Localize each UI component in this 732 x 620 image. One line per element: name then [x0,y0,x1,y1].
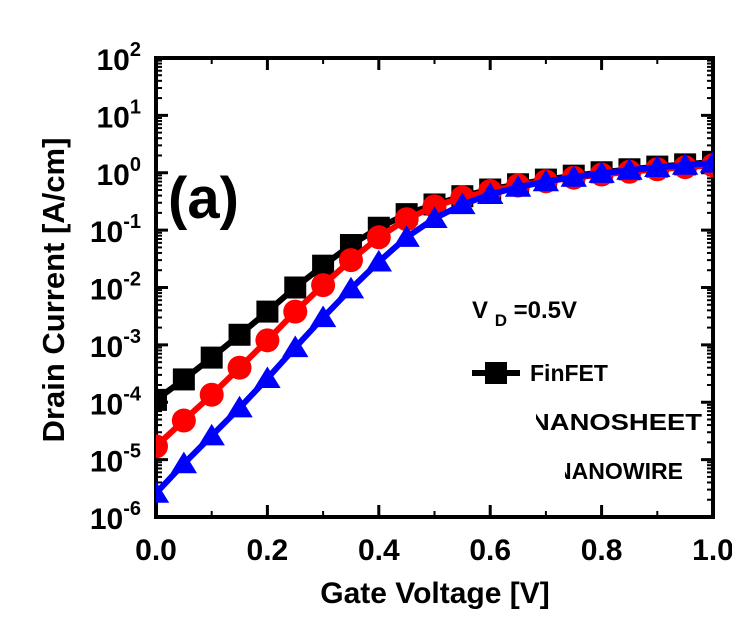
data-point-nanowire [644,155,671,177]
bias-annotation-subscript: D [495,311,507,330]
y-tick-label-exponent: 1 [130,96,141,118]
data-point-finfet [284,276,307,299]
legend-entry-finfet: FinFET [472,360,608,386]
series-layer [156,150,713,503]
y-tick-label-base: 10 [90,503,123,536]
data-point-finfet [312,254,335,277]
x-tick-label: 0.6 [469,534,511,567]
y-axis-ticks [156,56,713,519]
data-point-nanowire [588,161,615,183]
y-tick-label-exponent: -2 [123,269,141,291]
y-tick-label-exponent: -6 [123,498,141,520]
data-point-nanowire [254,366,281,389]
y-tick-label: 10-4 [90,383,142,421]
y-tick-label-exponent: -5 [123,441,141,463]
data-point-nanosheet [338,248,363,273]
data-point-nanosheet [255,328,280,353]
x-axis-tick-labels: 0.0 0.2 0.4 0.6 0.8 1.0 [135,534,732,567]
data-point-nanosheet [311,273,336,298]
data-point-finfet [228,323,251,346]
y-axis-title: Drain Current [A/cm] [36,138,71,443]
data-point-nanowire [671,153,699,175]
data-point-nanosheet [227,355,252,380]
bias-annotation-base: V [472,297,488,324]
plot-frame [154,56,715,519]
data-point-finfet [156,388,167,411]
x-axis-title: Gate Voltage [V] [320,577,549,610]
y-tick-label: 10-2 [90,269,141,307]
data-point-nanowire [198,423,225,446]
data-point-nanowire [156,481,170,503]
x-tick-label: 1.0 [692,534,732,567]
y-tick-label-base: 10 [90,388,123,421]
legend-entry-nanosheet: NANOSHEET [530,409,702,435]
y-tick-label-exponent: -3 [123,326,141,348]
data-point-nanosheet [394,207,419,232]
y-tick-label: 10-6 [90,498,141,536]
data-point-nanosheet [366,225,391,250]
data-point-nanowire [226,395,253,418]
x-tick-label: 0.2 [247,534,289,567]
x-tick-label: 0.0 [135,534,177,567]
y-tick-label-exponent: -1 [123,211,141,233]
data-point-nanosheet [171,408,196,433]
data-point-nanowire [170,451,198,474]
data-point-nanowire [560,165,587,187]
y-tick-label-base: 10 [90,331,123,364]
data-point-nanowire [504,175,532,197]
y-tick-label: 10-1 [90,211,141,249]
y-tick-label-exponent: 2 [130,39,141,61]
data-point-nanowire [309,305,337,328]
data-point-nanosheet [283,299,308,324]
data-point-nanowire [421,206,448,229]
y-tick-label-base: 10 [90,446,123,479]
data-point-finfet [172,368,195,391]
legend-label-nanowire: NANOWIRE [555,458,683,484]
data-point-nanosheet [156,434,168,459]
x-tick-label: 0.8 [581,534,623,567]
bias-annotation-suffix: =0.5V [514,297,577,324]
x-tick-label: 0.4 [358,534,400,567]
y-tick-label: 102 [97,39,142,77]
data-point-nanowire [365,249,392,272]
data-point-finfet [256,300,279,323]
data-point-nanowire [532,169,560,192]
x-axis-ticks [154,58,715,517]
legend-entry-nanowire: NANOWIRE [555,458,683,484]
y-tick-label-exponent: -4 [123,383,142,405]
panel-label: (a) [168,166,239,231]
y-tick-label: 100 [97,154,142,192]
data-point-nanowire [393,225,420,247]
y-tick-label-base: 10 [97,159,130,192]
data-point-nanowire [282,335,309,358]
y-tick-label-base: 10 [97,44,130,77]
y-tick-label-base: 10 [90,274,123,307]
series-nanowire [156,150,713,503]
data-point-nanowire [477,182,504,204]
y-tick-label: 10-5 [90,441,141,479]
y-tick-label: 101 [97,96,142,134]
legend-label-nanosheet: NANOSHEET [530,409,702,435]
legend: FinFET NANOSHEET NANOWIRE [472,360,702,484]
data-point-nanowire [337,276,365,299]
data-point-nanowire [616,158,643,180]
y-tick-label-base: 10 [97,101,130,134]
bias-annotation: V D =0.5V [472,297,577,332]
data-point-finfet [200,346,223,369]
data-point-nanosheet [199,382,224,407]
legend-marker-finfet [485,362,507,384]
y-tick-label: 10-3 [90,326,141,364]
legend-label-finfet: FinFET [530,360,608,386]
data-point-nanowire [449,192,476,215]
data-point-nanowire [699,150,713,173]
y-tick-label-exponent: 0 [130,154,141,176]
y-tick-label-base: 10 [90,216,123,249]
